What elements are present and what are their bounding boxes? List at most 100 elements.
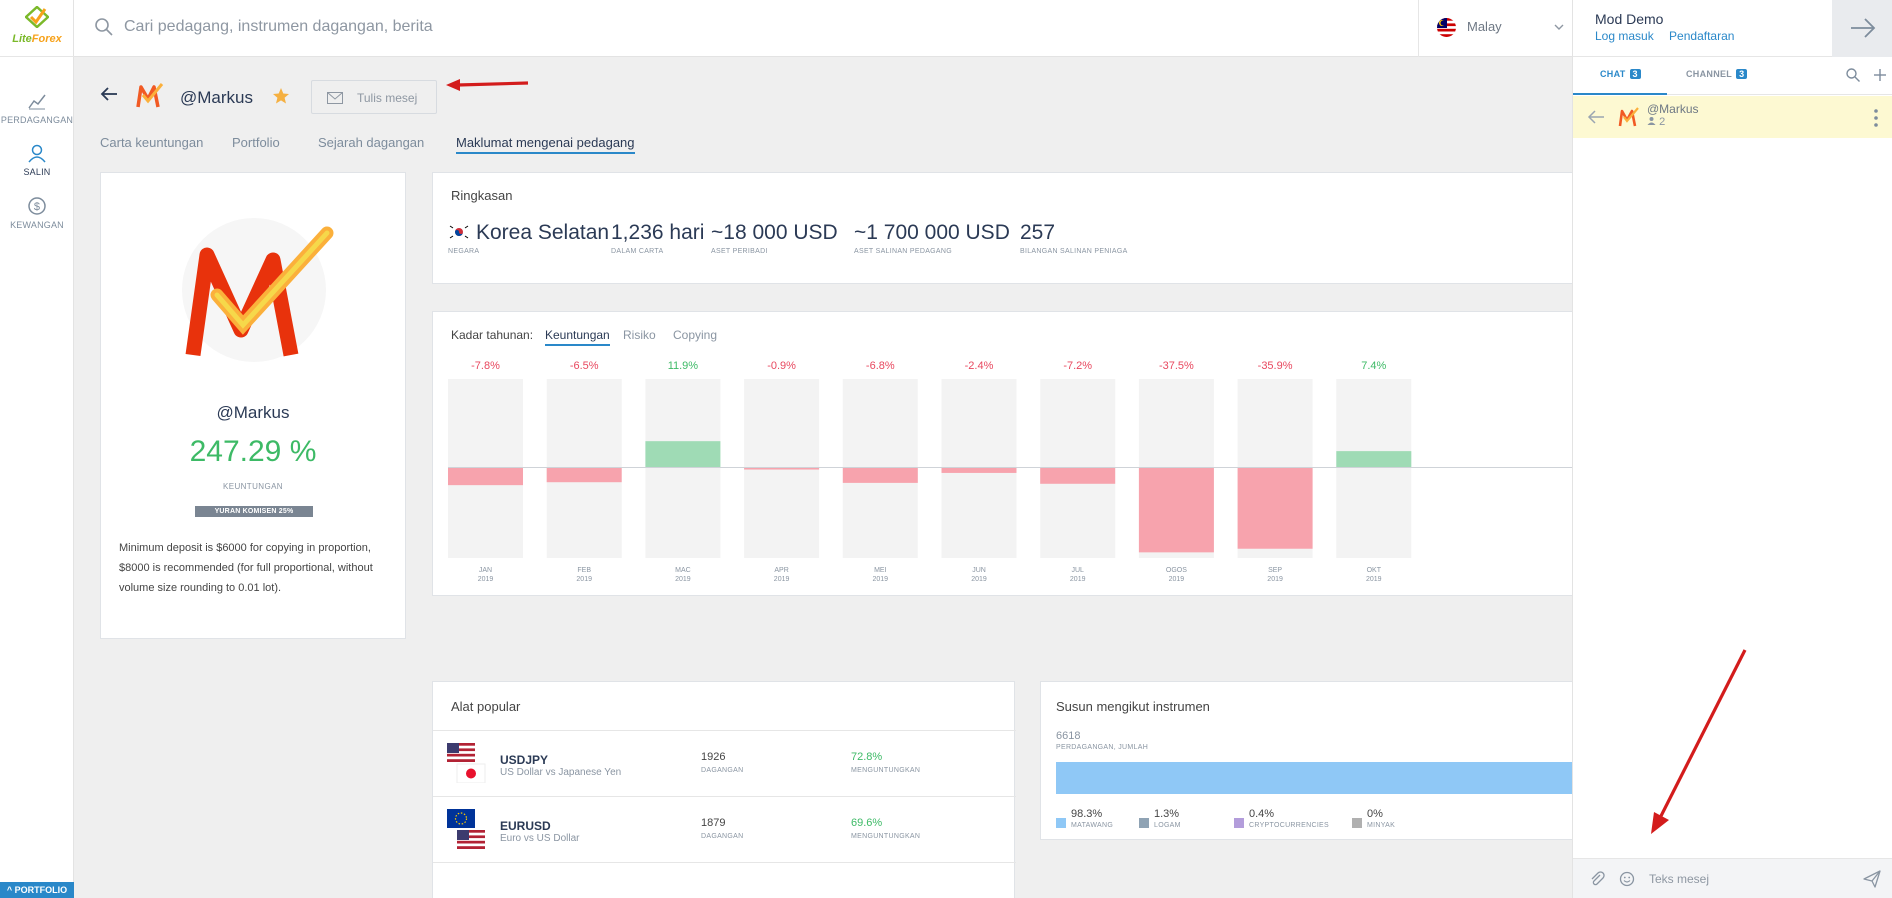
brand-name-part2: Forex: [31, 33, 62, 45]
sort-count: 6618: [1056, 730, 1081, 742]
profile-profit: 247.29 %: [189, 435, 317, 468]
instrument-row[interactable]: EURUSD Euro vs US Dollar 1879 DAGANGAN 6…: [433, 796, 1016, 862]
legend-value: 0%: [1367, 808, 1383, 820]
tab-chat-label: CHAT: [1600, 69, 1626, 79]
chevron-down-icon: [1554, 24, 1564, 30]
instrument-desc: Euro vs US Dollar: [500, 833, 580, 844]
country-label: NEGARA: [448, 248, 480, 255]
logo[interactable]: LiteForex: [0, 0, 74, 57]
legend-swatch: [1234, 818, 1244, 828]
rail-item-finance[interactable]: $ KEWANGAN: [0, 195, 74, 230]
send-icon[interactable]: [1863, 870, 1881, 888]
x-tick-year: 2019: [1267, 576, 1283, 583]
sort-title: Susun mengikut instrumen: [1056, 699, 1210, 714]
summary-title: Ringkasan: [451, 188, 513, 203]
tab-risk[interactable]: Risiko: [623, 328, 656, 342]
write-message-button[interactable]: Tulis mesej: [311, 80, 437, 114]
sort-by-instrument-card: Susun mengikut instrumen 6618 PERDAGANGA…: [1040, 681, 1572, 840]
logo-icon: [25, 6, 49, 28]
left-rail: LiteForex PERDAGANGAN SALIN $ KEWANGAN ^…: [0, 0, 74, 898]
tab-profit-chart[interactable]: Carta keuntungan: [100, 135, 204, 150]
bar-value-label: 7.4%: [1361, 360, 1386, 372]
rail-item-copy[interactable]: SALIN: [0, 142, 74, 177]
summary-card: Ringkasan Korea Selatan NEGARA 1,236 har…: [432, 172, 1572, 284]
collapse-panel-button[interactable]: [1832, 0, 1892, 57]
language-select[interactable]: Malay: [1418, 0, 1572, 57]
bar: [941, 467, 1017, 473]
x-tick-label: JAN: [479, 567, 492, 574]
bar-value-label: -0.9%: [767, 360, 796, 372]
instrument-row[interactable]: USDJPY US Dollar vs Japanese Yen 1926 DA…: [433, 730, 1016, 796]
search-icon[interactable]: [1845, 67, 1861, 83]
x-tick-year: 2019: [576, 576, 592, 583]
portfolio-toggle[interactable]: ^ PORTFOLIO: [0, 882, 74, 898]
x-tick-label: OGOS: [1166, 567, 1187, 574]
paperclip-icon[interactable]: [1589, 871, 1605, 887]
x-tick-label: OKT: [1367, 567, 1382, 574]
tab-portfolio[interactable]: Portfolio: [232, 135, 280, 150]
person-icon: [1647, 117, 1656, 125]
trader-description: Minimum deposit is $6000 for copying in …: [119, 542, 373, 594]
arrow-right-icon: [1851, 18, 1876, 38]
bar: [1040, 467, 1116, 484]
x-tick-year: 2019: [675, 576, 691, 583]
instrument-row[interactable]: [433, 862, 1016, 898]
tab-profit[interactable]: Keuntungan: [545, 328, 610, 346]
x-tick-year: 2019: [1070, 576, 1086, 583]
chart-icon: [28, 94, 46, 110]
tab-copying[interactable]: Copying: [673, 328, 718, 342]
instrument-trades-label: DAGANGAN: [701, 833, 744, 840]
tab-channel[interactable]: CHANNEL 3: [1686, 69, 1748, 79]
annual-rate-label: Kadar tahunan:: [451, 328, 534, 342]
bar-value-label: -7.8%: [471, 360, 500, 372]
x-tick-label: MAC: [675, 567, 691, 574]
user-icon: [28, 144, 46, 163]
south-korea-flag-icon: [448, 224, 470, 240]
more-vertical-icon[interactable]: [1873, 108, 1879, 128]
write-message-label: Tulis mesej: [357, 91, 418, 105]
smile-icon[interactable]: [1619, 871, 1635, 887]
instrument-desc: US Dollar vs Japanese Yen: [500, 767, 622, 778]
popular-instruments-card: Alat popular USDJPY US Dollar vs Japanes…: [432, 681, 1016, 898]
register-link[interactable]: Pendaftaran: [1669, 29, 1735, 43]
trader-name: @Markus: [180, 88, 253, 107]
search-input[interactable]: [124, 12, 1124, 42]
profile-profit-label: KEUNTUNGAN: [222, 482, 283, 491]
star-icon[interactable]: [272, 87, 290, 105]
account-links: Log masuk Pendaftaran: [1595, 29, 1746, 43]
back-arrow-icon[interactable]: [100, 87, 118, 101]
tab-trade-history[interactable]: Sejarah dagangan: [318, 135, 425, 150]
bar-value-label: -6.8%: [866, 360, 895, 372]
tab-channel-count: 3: [1736, 69, 1748, 79]
legend-label: LOGAM: [1154, 822, 1181, 829]
bar: [448, 467, 523, 486]
login-link[interactable]: Log masuk: [1595, 29, 1654, 43]
x-tick-label: MEI: [874, 567, 887, 574]
plus-icon[interactable]: [1872, 67, 1888, 83]
back-arrow-icon[interactable]: [1587, 110, 1605, 124]
annotation-arrow-icon: [1651, 649, 1747, 834]
copies-value: 257: [1020, 221, 1056, 244]
bar: [842, 467, 918, 483]
rail-item-label: KEWANGAN: [10, 220, 64, 230]
personal-assets-value: ~18 000 USD: [711, 221, 838, 244]
active-chat-row[interactable]: @Markus 2: [1573, 96, 1892, 138]
eurusd-flags-icon: [447, 809, 485, 849]
tab-chat[interactable]: CHAT 3: [1600, 69, 1641, 79]
stat-days: 1,236 hari DALAM CARTA: [611, 221, 704, 255]
bar-value-label: -7.2%: [1063, 360, 1092, 372]
instrument-win-rate: 72.8%: [851, 751, 883, 763]
popular-title: Alat popular: [451, 699, 521, 714]
malaysia-flag-icon: [1437, 18, 1456, 37]
copy-assets-value: ~1 700 000 USD: [854, 221, 1010, 244]
rail-item-trading[interactable]: PERDAGANGAN: [0, 90, 74, 125]
message-input[interactable]: [1649, 868, 1849, 890]
bar: [1138, 467, 1214, 553]
annotation-arrow-icon: [446, 79, 529, 91]
bar-value-label: 11.9%: [668, 360, 699, 372]
tab-trader-info[interactable]: Maklumat mengenai pedagang: [456, 135, 635, 154]
instrument-trades: 1926: [701, 751, 726, 763]
brand-name-part1: Lite: [12, 33, 32, 45]
x-tick-year: 2019: [873, 576, 889, 583]
personal-assets-label: ASET PERIBADI: [711, 248, 768, 255]
